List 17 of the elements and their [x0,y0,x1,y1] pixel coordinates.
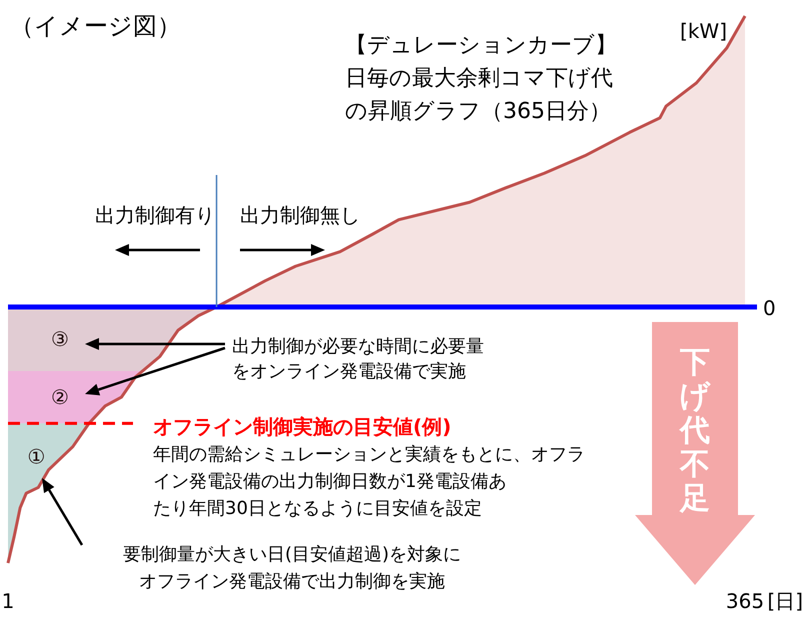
x-tick-label: 1 [2,589,14,613]
chart-title: （イメージ図） [10,12,181,40]
ref-line-label: オフライン制御実施の目安値(例) [153,414,452,438]
x-tick-label: 365 [726,589,764,613]
band-label: ① [27,444,46,468]
annotation: 下げ代不足 [678,345,712,516]
ref-line-label: 0 [763,296,776,320]
x-axis-title: [日] [767,589,803,613]
annotation: 出力制御が必要な時間に必要量をオンライン発電設備で実施 [232,336,484,382]
annotation: 年間の需給シミュレーションと実績をもとに、オフライン発電設備の出力制御日数が1発電設備あたり年間30日となるように目安値を設定 [153,444,585,519]
y-axis-title: [kW] [680,19,727,43]
annotation: 出力制御有り [95,203,215,227]
band-label: ② [51,385,69,410]
annotation: 出力制御無し [240,203,360,227]
annotation: 要制御量が大きい日(目安値超過)を対象にオフライン発電設備で出力制御を実施 [122,544,462,592]
band-label: ③ [51,327,69,352]
annotation: 【デュレーションカーブ】日毎の最大余剰コマ下げ代の昇順グラフ（365日分） [345,33,617,124]
